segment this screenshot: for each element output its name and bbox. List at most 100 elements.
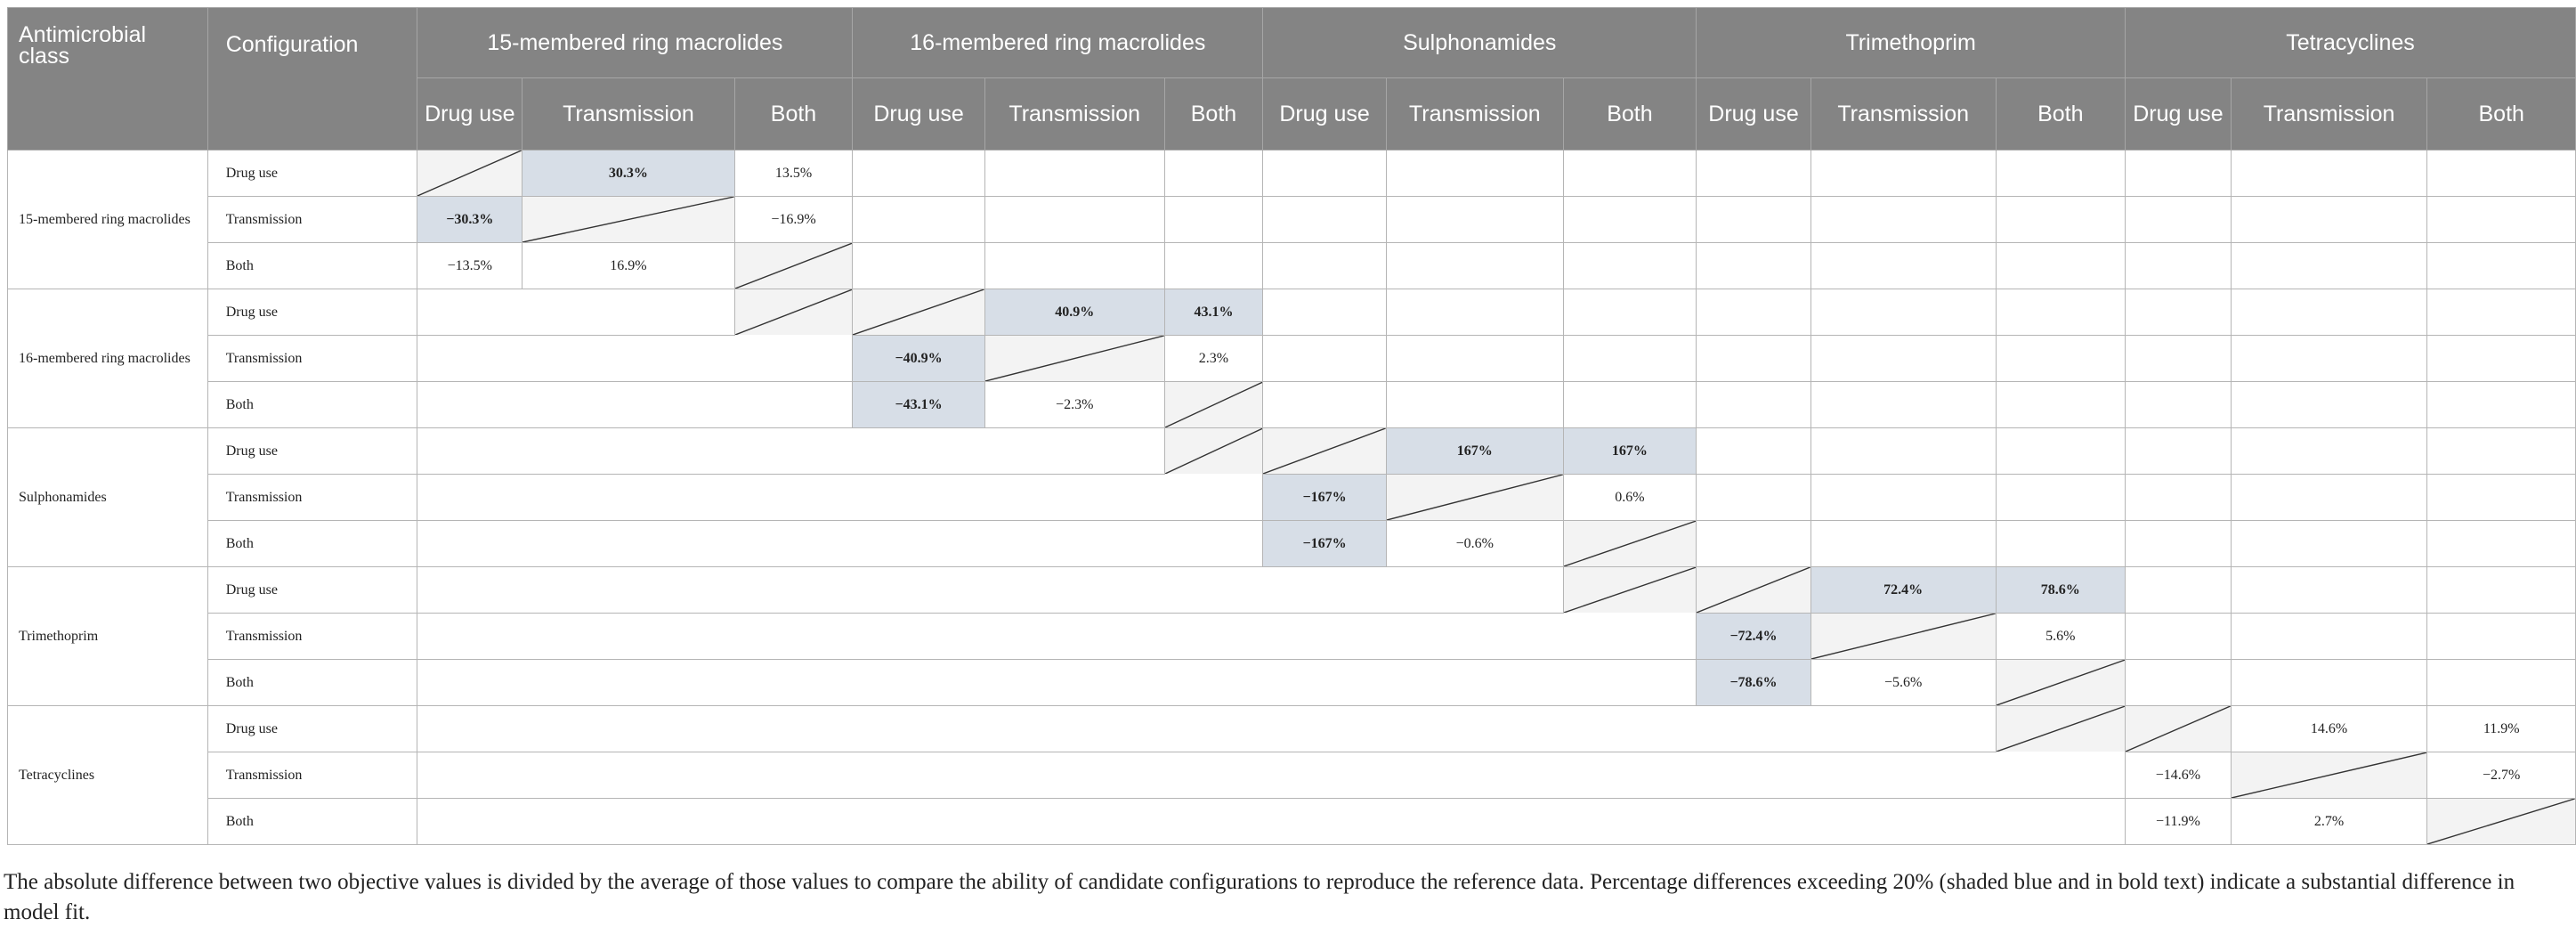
- diagonal-line: [522, 197, 734, 242]
- empty-cell: [2426, 613, 2576, 660]
- value-cell: 16.9%: [522, 242, 735, 289]
- empty-cell: [2125, 613, 2232, 660]
- antimicrobial-class-label: Trimethoprim: [7, 566, 208, 706]
- value-cell-significant: −72.4%: [1696, 613, 1811, 660]
- empty-cell: [2426, 566, 2576, 614]
- diagonal-cell: [2125, 705, 2232, 752]
- empty-cell: [1995, 381, 2126, 428]
- empty-cell: [2426, 659, 2576, 706]
- empty-cell: [1163, 242, 1264, 289]
- empty-cell: [1262, 242, 1387, 289]
- value-cell-significant: −30.3%: [417, 196, 523, 243]
- configuration-label: Drug use: [207, 289, 418, 336]
- configuration-label: Both: [207, 659, 418, 706]
- table-row: Transmission −30.3% −16.9%: [8, 196, 2576, 243]
- diagonal-cell: [1262, 427, 1387, 475]
- empty-cell: [2125, 381, 2232, 428]
- value-cell-significant: 43.1%: [1163, 289, 1264, 336]
- empty-cell: [2426, 474, 2576, 521]
- diagonal-cell: [2230, 752, 2428, 799]
- empty-cell: [2230, 566, 2428, 614]
- table-row: Both −43.1% −2.3%: [8, 381, 2576, 428]
- header-subcolumn: Drug use: [2125, 77, 2232, 150]
- value-cell: 2.3%: [1163, 335, 1264, 382]
- header-subcolumn: Drug use: [852, 77, 985, 150]
- empty-cell: [2230, 150, 2428, 197]
- empty-cell: [2230, 335, 2428, 382]
- header-subcolumn: Transmission: [1385, 77, 1564, 150]
- empty-cell: [1696, 427, 1811, 475]
- header-subcolumn: Both: [733, 77, 854, 150]
- header-group: 16-membered ring macrolides: [852, 7, 1264, 78]
- empty-cell: [1385, 150, 1564, 197]
- empty-cell: [1562, 150, 1697, 197]
- configuration-label: Transmission: [207, 613, 418, 660]
- diagonal-line: [1165, 382, 1263, 427]
- empty-cell: [1562, 196, 1697, 243]
- table-row: Both −78.6% −5.6%: [8, 659, 2576, 706]
- header-group: Tetracyclines: [2125, 7, 2576, 78]
- empty-cell: [1385, 242, 1564, 289]
- empty-cell: [1385, 289, 1564, 336]
- header-configuration: Configuration: [207, 7, 418, 150]
- empty-cell: [417, 427, 1165, 475]
- diagonal-line: [1564, 567, 1697, 613]
- empty-cell: [2426, 150, 2576, 197]
- diagonal-cell: [1385, 474, 1564, 521]
- diagonal-line: [985, 336, 1164, 381]
- diagonal-line: [2126, 706, 2231, 752]
- header-subcolumn: Transmission: [1810, 77, 1997, 150]
- value-cell: −13.5%: [417, 242, 523, 289]
- header-subcolumn: Both: [2426, 77, 2576, 150]
- empty-cell: [984, 150, 1165, 197]
- diagonal-line: [417, 150, 522, 196]
- empty-cell: [417, 381, 854, 428]
- header-subcolumn: Transmission: [2230, 77, 2428, 150]
- empty-cell: [1696, 335, 1811, 382]
- value-cell-significant: 167%: [1385, 427, 1564, 475]
- empty-cell: [2230, 659, 2428, 706]
- empty-cell: [1262, 196, 1387, 243]
- empty-cell: [1562, 381, 1697, 428]
- empty-cell: [1810, 289, 1997, 336]
- diagonal-cell: [852, 289, 985, 336]
- empty-cell: [1995, 150, 2126, 197]
- empty-cell: [1262, 381, 1387, 428]
- value-cell: −5.6%: [1810, 659, 1997, 706]
- empty-cell: [2125, 196, 2232, 243]
- empty-cell: [1385, 381, 1564, 428]
- header-subcolumn: Drug use: [417, 77, 523, 150]
- empty-cell: [1995, 242, 2126, 289]
- header-subcolumn: Both: [1163, 77, 1264, 150]
- table-row: Both −167% −0.6%: [8, 520, 2576, 567]
- empty-cell: [2426, 196, 2576, 243]
- table-row: Sulphonamides Drug use 167% 167%: [7, 427, 2576, 567]
- empty-cell: [2230, 427, 2428, 475]
- diagonal-line: [1697, 567, 1810, 613]
- empty-cell: [417, 474, 1264, 521]
- empty-cell: [2125, 335, 2232, 382]
- table-row: 16-membered ring macrolides Drug use 40.9%…: [7, 289, 2576, 428]
- empty-cell: [852, 196, 985, 243]
- empty-cell: [2426, 381, 2576, 428]
- diagonal-line: [1165, 428, 1263, 474]
- empty-cell: [1995, 289, 2126, 336]
- empty-cell: [1810, 335, 1997, 382]
- table-row: Transmission −14.6% −2.7%: [8, 752, 2576, 799]
- diagonal-line: [735, 243, 853, 289]
- header-subcolumn: Drug use: [1262, 77, 1387, 150]
- header-subcolumn: Drug use: [1696, 77, 1811, 150]
- value-cell-significant: 72.4%: [1810, 566, 1997, 614]
- empty-cell: [1995, 335, 2126, 382]
- diagonal-line: [1564, 521, 1697, 566]
- diagonal-cell: [1562, 520, 1697, 567]
- value-cell-significant: 30.3%: [522, 150, 735, 197]
- diagonal-line: [2232, 752, 2427, 798]
- value-cell-significant: 40.9%: [984, 289, 1165, 336]
- empty-cell: [1696, 196, 1811, 243]
- diagonal-cell: [1996, 705, 2126, 752]
- empty-cell: [2426, 242, 2576, 289]
- diagonal-cell: [1995, 659, 2126, 706]
- empty-cell: [984, 242, 1165, 289]
- table-row: Both −11.9% 2.7%: [8, 798, 2576, 845]
